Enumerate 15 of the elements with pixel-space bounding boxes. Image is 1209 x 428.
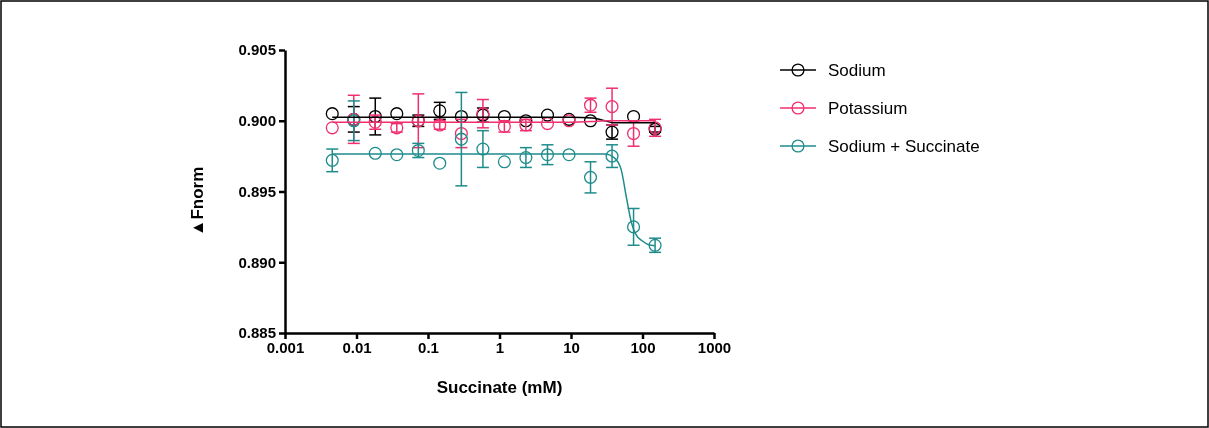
x-tick-label: 100 [630, 338, 656, 356]
legend-label: Sodium [828, 61, 886, 80]
x-tick-label: 10 [563, 338, 580, 356]
legend-label: Potassium [828, 99, 908, 118]
y-tick-label: 0.905 [238, 41, 276, 59]
y-tick-label: 0.895 [238, 182, 276, 200]
x-tick-label: 1 [495, 338, 505, 356]
x-tick-label: 0.01 [342, 338, 372, 356]
y-axis-title: ▲Fnorm [188, 166, 207, 237]
legend-label: Sodium + Succinate [828, 137, 980, 156]
x-tick-label: 0.1 [418, 338, 439, 356]
x-tick-label: 1000 [697, 338, 732, 356]
y-tick-label: 0.890 [238, 253, 276, 271]
y-tick-label: 0.900 [238, 112, 276, 130]
x-axis-title: Succinate (mM) [436, 378, 563, 397]
